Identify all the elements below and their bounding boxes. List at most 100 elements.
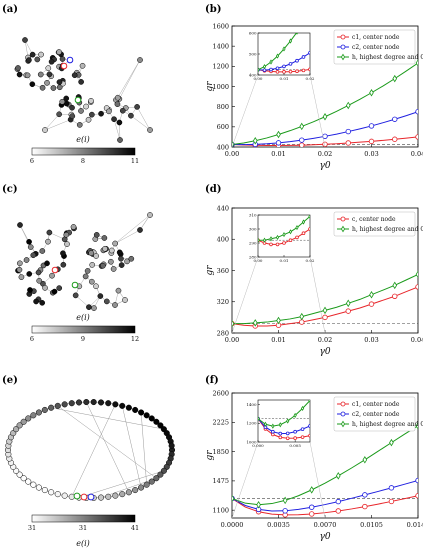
chart-d-series-0-point bbox=[345, 308, 351, 314]
chart-d-series-1-point bbox=[322, 306, 328, 315]
network-c-node bbox=[137, 227, 143, 233]
chart-f-series-1-point bbox=[415, 477, 418, 484]
network-e-node bbox=[143, 412, 150, 419]
chart-f-ytick-label: 2225 bbox=[212, 419, 229, 427]
network-a-edge bbox=[44, 114, 60, 131]
network-c-node bbox=[118, 262, 125, 268]
network-e-node bbox=[119, 491, 126, 498]
network-e-node bbox=[125, 489, 132, 496]
network-c-node bbox=[147, 212, 153, 218]
network-e-node bbox=[157, 422, 164, 429]
network-c-node bbox=[18, 274, 25, 280]
network-e-node bbox=[90, 398, 97, 406]
chart-b-ylabel: gr bbox=[205, 81, 215, 92]
chart-b-series-1-point bbox=[299, 137, 305, 143]
network-a-node bbox=[69, 104, 75, 111]
chart-f-inset-series-2-point bbox=[300, 405, 305, 411]
chart-f-inset-series-2-point bbox=[258, 416, 260, 422]
network-a-node-green-highlight bbox=[74, 96, 82, 104]
network-c-node bbox=[17, 222, 23, 228]
colorbar-e-label: e(i) bbox=[76, 539, 90, 548]
chart-d-inset-series-1-point bbox=[262, 237, 267, 243]
network-a-node bbox=[114, 94, 121, 101]
network-c-node bbox=[108, 247, 115, 254]
network-e-node bbox=[138, 409, 145, 416]
chart-f-inset-xtick-label: 0.000 bbox=[252, 443, 264, 448]
chart-f-inset-series-2-point bbox=[271, 423, 275, 429]
network-a-edge bbox=[119, 122, 121, 141]
chart-b-inset-series-2-point bbox=[269, 59, 273, 65]
chart-f-series-0-point bbox=[362, 503, 368, 510]
chart-b-inset-ytick-label: 500 bbox=[249, 51, 257, 56]
network-c-node bbox=[56, 285, 63, 291]
chart-b-series-2-point bbox=[252, 136, 258, 145]
network-a-node bbox=[117, 137, 123, 143]
network-e-node bbox=[41, 487, 48, 494]
chart-f-inset-series-1-point bbox=[278, 431, 283, 436]
chart-b-legend-swatch-marker bbox=[340, 53, 346, 61]
chart-f-xtick-label: 0.0035 bbox=[267, 521, 290, 529]
chart-f-inset-area bbox=[257, 399, 311, 443]
network-c-node bbox=[39, 299, 46, 306]
chart-b-series-1-point bbox=[415, 109, 418, 115]
chart-b-inset-series-1-point bbox=[295, 58, 299, 63]
chart-d-inset-xtick-label: 0.00 bbox=[254, 258, 263, 263]
network-c-node bbox=[60, 261, 67, 268]
network-e-node bbox=[20, 475, 27, 482]
chart-f-series-1-point bbox=[282, 508, 288, 514]
chart-d-inset-series-1-point bbox=[301, 219, 306, 225]
chart-b-series-2-point bbox=[392, 74, 398, 83]
network-a-node bbox=[79, 62, 86, 69]
chart-f-series-2-point bbox=[309, 486, 315, 494]
network-c-node bbox=[128, 255, 135, 262]
colorbar-e: 31 31 41 e(i) bbox=[28, 514, 139, 548]
chart-d-ylabel: gr bbox=[205, 265, 215, 276]
chart-f-inset-connector bbox=[309, 441, 326, 519]
chart-b-inset-series-2-point bbox=[275, 53, 280, 59]
chart-b-inset-series-2-point bbox=[288, 38, 293, 44]
chart-b-series-0-point bbox=[368, 138, 375, 145]
colorbar-a-tick-1: 8 bbox=[81, 157, 85, 165]
network-c-node bbox=[115, 287, 122, 294]
chart-b-inset-series-2-point bbox=[295, 33, 299, 35]
chart-b-inset-series-0-point bbox=[275, 70, 280, 74]
chart-d-inset-series-1-point bbox=[282, 232, 286, 238]
network-a-node bbox=[63, 95, 70, 102]
chart-f-inset-series-0-point bbox=[308, 433, 310, 438]
chart-d-series-1-point bbox=[276, 316, 281, 325]
network-a-node bbox=[78, 108, 84, 114]
chart-f-series-2-point bbox=[282, 496, 288, 505]
chart-b-series-1-point bbox=[345, 128, 351, 135]
network-c-node bbox=[82, 273, 89, 280]
colorbar-a-gradient bbox=[31, 147, 136, 156]
chart-b-ytick-label: 1000 bbox=[212, 83, 229, 91]
chart-d-series-0-point bbox=[392, 293, 398, 299]
chart-f-legend-label: c2, center node bbox=[352, 411, 400, 418]
chart-d-legend-box bbox=[333, 211, 416, 237]
chart-d-inset-series-0-point bbox=[301, 231, 306, 236]
chart-b-series-1-point bbox=[392, 116, 398, 122]
chart-f-inset-series-0-point bbox=[285, 436, 290, 441]
chart-d-ytick-label: 360 bbox=[217, 267, 229, 275]
panel-label-c: (c) bbox=[2, 184, 18, 195]
chart-d-inset-series-0-point bbox=[295, 235, 299, 240]
network-e-edge bbox=[57, 405, 157, 479]
network-a-node bbox=[59, 56, 66, 62]
chart-f-legend-swatch-marker bbox=[340, 420, 346, 428]
colorbar-e-tick-1: 31 bbox=[79, 524, 87, 532]
chart-b-series-2-point bbox=[345, 101, 351, 110]
network-a-edge bbox=[119, 59, 141, 100]
chart-d-inset-ytick-label: 310 bbox=[249, 212, 257, 217]
chart-f-series-1-point bbox=[335, 498, 341, 505]
chart-b-inset-series-1-point bbox=[269, 67, 273, 72]
chart-d-series-1-point bbox=[415, 270, 418, 279]
network-a-node bbox=[88, 97, 94, 104]
network-c-node bbox=[101, 235, 108, 241]
network-c-node bbox=[23, 257, 30, 263]
chart-b-inset-series-0-point bbox=[288, 69, 293, 74]
network-c-node bbox=[26, 271, 33, 277]
chart-b-inset-series-2-point bbox=[262, 64, 267, 70]
chart-b-inset-series-group bbox=[258, 33, 310, 74]
chart-b-inset-series-0-point bbox=[308, 67, 310, 72]
chart-b-legend-label: h, highest degree and Cc bbox=[352, 54, 423, 61]
